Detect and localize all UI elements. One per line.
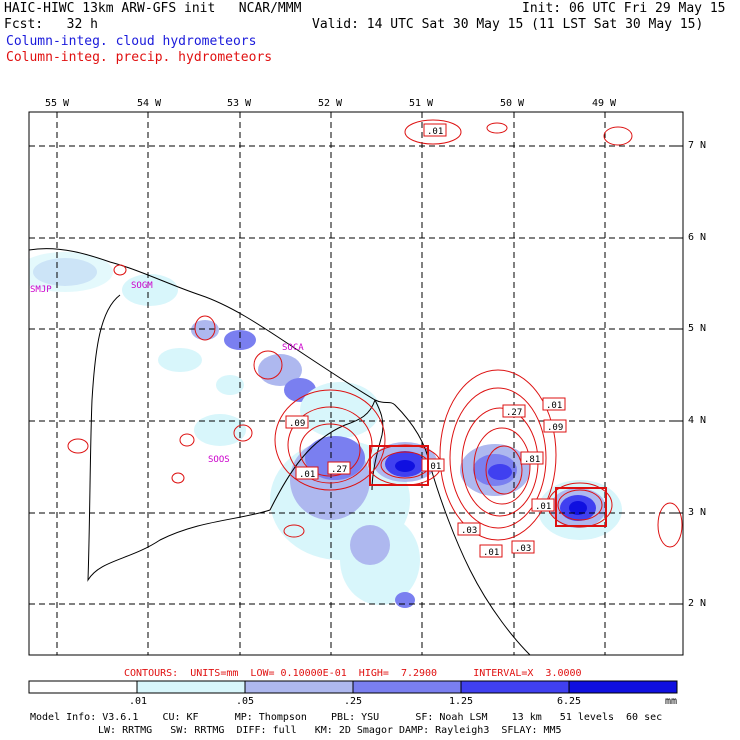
init-time: Init: 06 UTC Fri 29 May 15 — [522, 1, 726, 16]
model-info-line2: LW: RRTMG SW: RRTMG DIFF: full KM: 2D Sm… — [98, 725, 562, 736]
colorbar-unit: mm — [665, 696, 678, 707]
colorbar-tick: .25 — [344, 696, 363, 707]
colorbar — [28, 680, 678, 694]
contour-label-text: .01 .09 .01 .27 .01 .27 .01 .09 .81 .01 … — [289, 127, 563, 558]
lon-label: 53 W — [227, 98, 252, 109]
cloud-area — [488, 464, 512, 480]
max-region-boxes — [369, 445, 607, 527]
colorbar-tick: .05 — [236, 696, 255, 707]
cloud-area — [29, 252, 113, 292]
lon-label: 49 W — [592, 98, 617, 109]
svg-text:SOGM: SOGM — [131, 281, 153, 291]
title-left: HAIC-HIWC 13km ARW-GFS init NCAR/MMM — [4, 1, 302, 16]
cloud-area — [300, 382, 380, 438]
lon-label: 51 W — [409, 98, 434, 109]
svg-text:.01: .01 — [546, 401, 562, 411]
colorbar-tick: 1.25 — [449, 696, 474, 707]
cloud-area — [158, 348, 202, 372]
svg-text:.01: .01 — [425, 462, 441, 472]
svg-text:SOOS: SOOS — [208, 455, 230, 465]
colorbar-tick: .01 — [129, 696, 148, 707]
svg-text:.01: .01 — [535, 502, 551, 512]
cloud-area — [216, 375, 244, 395]
cloud-area — [395, 592, 415, 608]
lat-label: 3 N — [688, 507, 707, 518]
svg-text:.27: .27 — [506, 408, 522, 418]
contour-label-boxes — [285, 123, 567, 558]
svg-text:.09: .09 — [547, 423, 563, 433]
svg-text:.01: .01 — [299, 470, 315, 480]
colorbar-tick: 6.25 — [557, 696, 582, 707]
svg-text:SOCA: SOCA — [282, 343, 304, 353]
contour-info: CONTOURS: UNITS=mm LOW= 0.10000E-01 HIGH… — [124, 668, 582, 679]
lat-label: 2 N — [688, 598, 707, 609]
cloud-area — [569, 501, 587, 515]
valid-time: Valid: 14 UTC Sat 30 May 15 (11 LST Sat … — [312, 17, 704, 32]
precip-contours — [67, 119, 683, 548]
svg-text:.81: .81 — [524, 455, 540, 465]
forecast-hour: Fcst: 32 h — [4, 17, 98, 32]
svg-text:.01: .01 — [427, 127, 443, 137]
cloud-shading — [29, 252, 622, 608]
svg-text:.03: .03 — [461, 526, 477, 536]
svg-text:SMJP: SMJP — [30, 285, 52, 295]
cloud-area — [350, 525, 390, 565]
model-info-line1: Model Info: V3.6.1 CU: KF MP: Thompson P… — [30, 712, 663, 723]
lat-label: 4 N — [688, 415, 707, 426]
svg-text:.03: .03 — [515, 544, 531, 554]
station-labels: SMJP SOGM SOCA SOOS — [30, 281, 304, 465]
svg-text:.01: .01 — [483, 548, 499, 558]
cloud-area — [224, 330, 256, 350]
coastline — [29, 248, 531, 655]
legend-cloud: Column-integ. cloud hydrometeors — [6, 34, 257, 49]
svg-text:.27: .27 — [331, 465, 347, 475]
lon-label: 54 W — [137, 98, 162, 109]
lat-label: 5 N — [688, 323, 707, 334]
lon-label: 50 W — [500, 98, 525, 109]
legend-precip: Column-integ. precip. hydrometeors — [6, 50, 273, 65]
lon-label: 55 W — [45, 98, 70, 109]
lon-label: 52 W — [318, 98, 343, 109]
lat-label: 6 N — [688, 232, 707, 243]
cloud-area — [395, 460, 415, 472]
svg-text:.09: .09 — [289, 419, 305, 429]
lat-lon-grid — [29, 112, 683, 655]
lat-label: 7 N — [688, 140, 707, 151]
cloud-area — [122, 274, 178, 306]
cloud-area — [191, 320, 219, 340]
cloud-area — [258, 354, 302, 386]
cloud-area — [194, 414, 246, 446]
